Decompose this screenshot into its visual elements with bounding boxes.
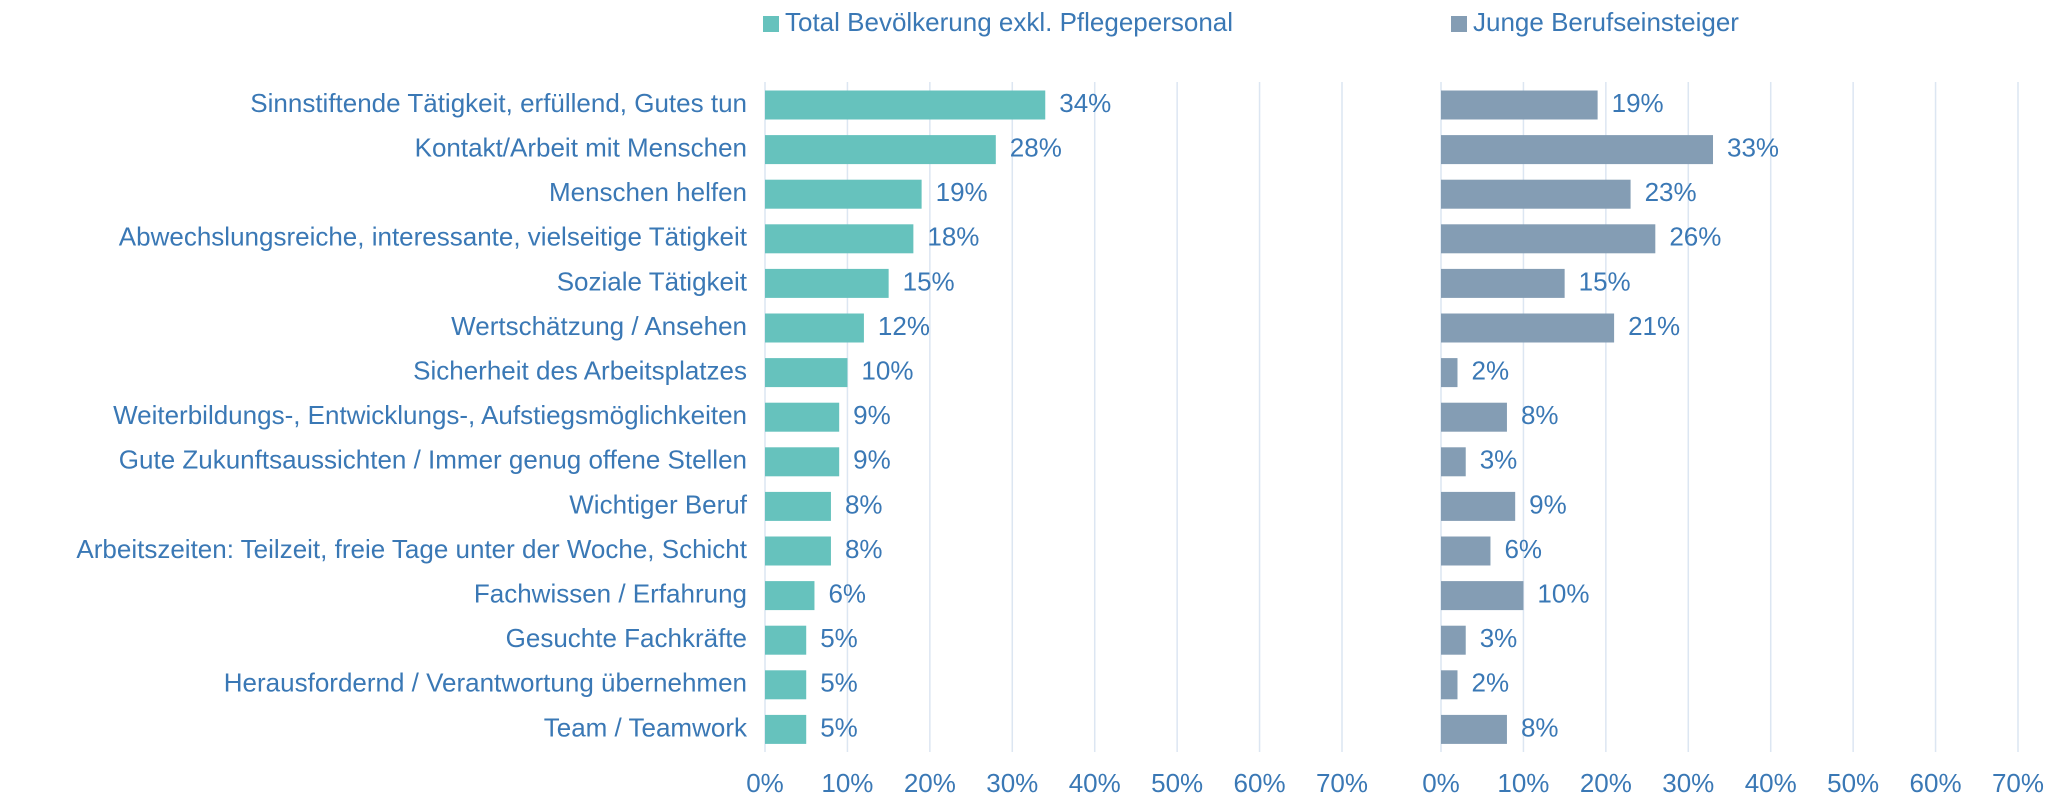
bar bbox=[765, 491, 831, 521]
data-label: 6% bbox=[828, 578, 866, 608]
bar bbox=[1441, 90, 1598, 120]
category-label: Wichtiger Beruf bbox=[569, 489, 747, 519]
data-label: 9% bbox=[853, 445, 891, 475]
data-label: 2% bbox=[1471, 355, 1509, 385]
x-tick-label: 70% bbox=[1316, 768, 1368, 795]
category-label: Herausfordernd / Verantwortung übernehme… bbox=[224, 668, 747, 698]
data-label: 2% bbox=[1471, 668, 1509, 698]
data-label: 8% bbox=[1521, 400, 1559, 430]
category-label: Menschen helfen bbox=[549, 177, 747, 207]
bar bbox=[765, 714, 807, 744]
data-label: 26% bbox=[1669, 222, 1721, 252]
bar bbox=[765, 358, 848, 388]
bar bbox=[1441, 224, 1656, 254]
bar bbox=[765, 179, 922, 209]
legend-label: Total Bevölkerung exkl. Pflegepersonal bbox=[785, 7, 1233, 37]
bar bbox=[1441, 625, 1466, 655]
data-label: 10% bbox=[861, 355, 913, 385]
bar bbox=[1441, 536, 1491, 566]
category-label: Team / Teamwork bbox=[544, 712, 748, 742]
category-label: Sicherheit des Arbeitsplatzes bbox=[413, 355, 747, 385]
x-tick-label: 10% bbox=[821, 768, 873, 795]
data-label: 34% bbox=[1059, 88, 1111, 118]
data-label: 8% bbox=[1521, 712, 1559, 742]
data-label: 33% bbox=[1727, 132, 1779, 162]
data-label: 9% bbox=[853, 400, 891, 430]
bar bbox=[765, 670, 807, 700]
bar bbox=[1441, 402, 1507, 432]
data-label: 5% bbox=[820, 712, 858, 742]
data-label: 6% bbox=[1504, 534, 1542, 564]
bar bbox=[1441, 714, 1507, 744]
bar bbox=[1441, 670, 1458, 700]
category-label: Weiterbildungs-, Entwicklungs-, Aufstieg… bbox=[113, 400, 747, 430]
data-label: 28% bbox=[1010, 132, 1062, 162]
x-tick-label: 20% bbox=[904, 768, 956, 795]
data-label: 21% bbox=[1628, 311, 1680, 341]
category-label: Sinnstiftende Tätigkeit, erfüllend, Gute… bbox=[250, 88, 747, 118]
bar bbox=[1441, 313, 1615, 343]
bar bbox=[1441, 358, 1458, 388]
bar bbox=[765, 536, 831, 566]
data-label: 19% bbox=[1612, 88, 1664, 118]
data-label: 8% bbox=[845, 534, 883, 564]
bar bbox=[1441, 268, 1565, 298]
category-label: Abwechslungsreiche, interessante, vielse… bbox=[119, 222, 748, 252]
bar bbox=[765, 447, 840, 477]
x-tick-label: 10% bbox=[1497, 768, 1549, 795]
data-label: 12% bbox=[878, 311, 930, 341]
category-label: Gesuchte Fachkräfte bbox=[506, 623, 747, 653]
x-tick-label: 0% bbox=[1422, 768, 1460, 795]
data-label: 5% bbox=[820, 623, 858, 653]
bar bbox=[765, 402, 840, 432]
x-tick-label: 50% bbox=[1827, 768, 1879, 795]
category-label: Fachwissen / Erfahrung bbox=[474, 578, 747, 608]
x-tick-label: 50% bbox=[1151, 768, 1203, 795]
data-label: 3% bbox=[1480, 445, 1518, 475]
category-label: Wertschätzung / Ansehen bbox=[451, 311, 747, 341]
bar bbox=[765, 90, 1046, 120]
data-label: 18% bbox=[927, 222, 979, 252]
x-tick-label: 60% bbox=[1910, 768, 1962, 795]
category-label: Arbeitszeiten: Teilzeit, freie Tage unte… bbox=[76, 534, 747, 564]
bar bbox=[765, 313, 864, 343]
x-tick-label: 20% bbox=[1580, 768, 1632, 795]
x-tick-label: 40% bbox=[1745, 768, 1797, 795]
data-label: 9% bbox=[1529, 489, 1567, 519]
category-label: Gute Zukunftsaussichten / Immer genug of… bbox=[119, 445, 747, 475]
data-label: 5% bbox=[820, 668, 858, 698]
bar bbox=[1441, 179, 1631, 209]
legend-swatch bbox=[763, 16, 779, 32]
bar bbox=[1441, 135, 1714, 165]
bar bbox=[765, 625, 807, 655]
x-tick-label: 30% bbox=[1662, 768, 1714, 795]
bar bbox=[765, 135, 996, 165]
category-label: Soziale Tätigkeit bbox=[557, 266, 748, 296]
x-tick-label: 60% bbox=[1234, 768, 1286, 795]
bar bbox=[1441, 447, 1466, 477]
data-label: 23% bbox=[1645, 177, 1697, 207]
x-tick-label: 40% bbox=[1069, 768, 1121, 795]
x-tick-label: 30% bbox=[986, 768, 1038, 795]
bar bbox=[765, 224, 914, 254]
bar bbox=[765, 268, 889, 298]
data-label: 15% bbox=[1579, 266, 1631, 296]
legend-swatch bbox=[1451, 16, 1467, 32]
category-label: Kontakt/Arbeit mit Menschen bbox=[415, 132, 747, 162]
bar bbox=[1441, 491, 1516, 521]
legend-label: Junge Berufseinsteiger bbox=[1473, 7, 1739, 37]
bar bbox=[1441, 581, 1524, 611]
data-label: 10% bbox=[1537, 578, 1589, 608]
bar bbox=[765, 581, 815, 611]
data-label: 15% bbox=[903, 266, 955, 296]
data-label: 8% bbox=[845, 489, 883, 519]
x-tick-label: 70% bbox=[1992, 768, 2044, 795]
data-label: 19% bbox=[936, 177, 988, 207]
data-label: 3% bbox=[1480, 623, 1518, 653]
x-tick-label: 0% bbox=[746, 768, 784, 795]
